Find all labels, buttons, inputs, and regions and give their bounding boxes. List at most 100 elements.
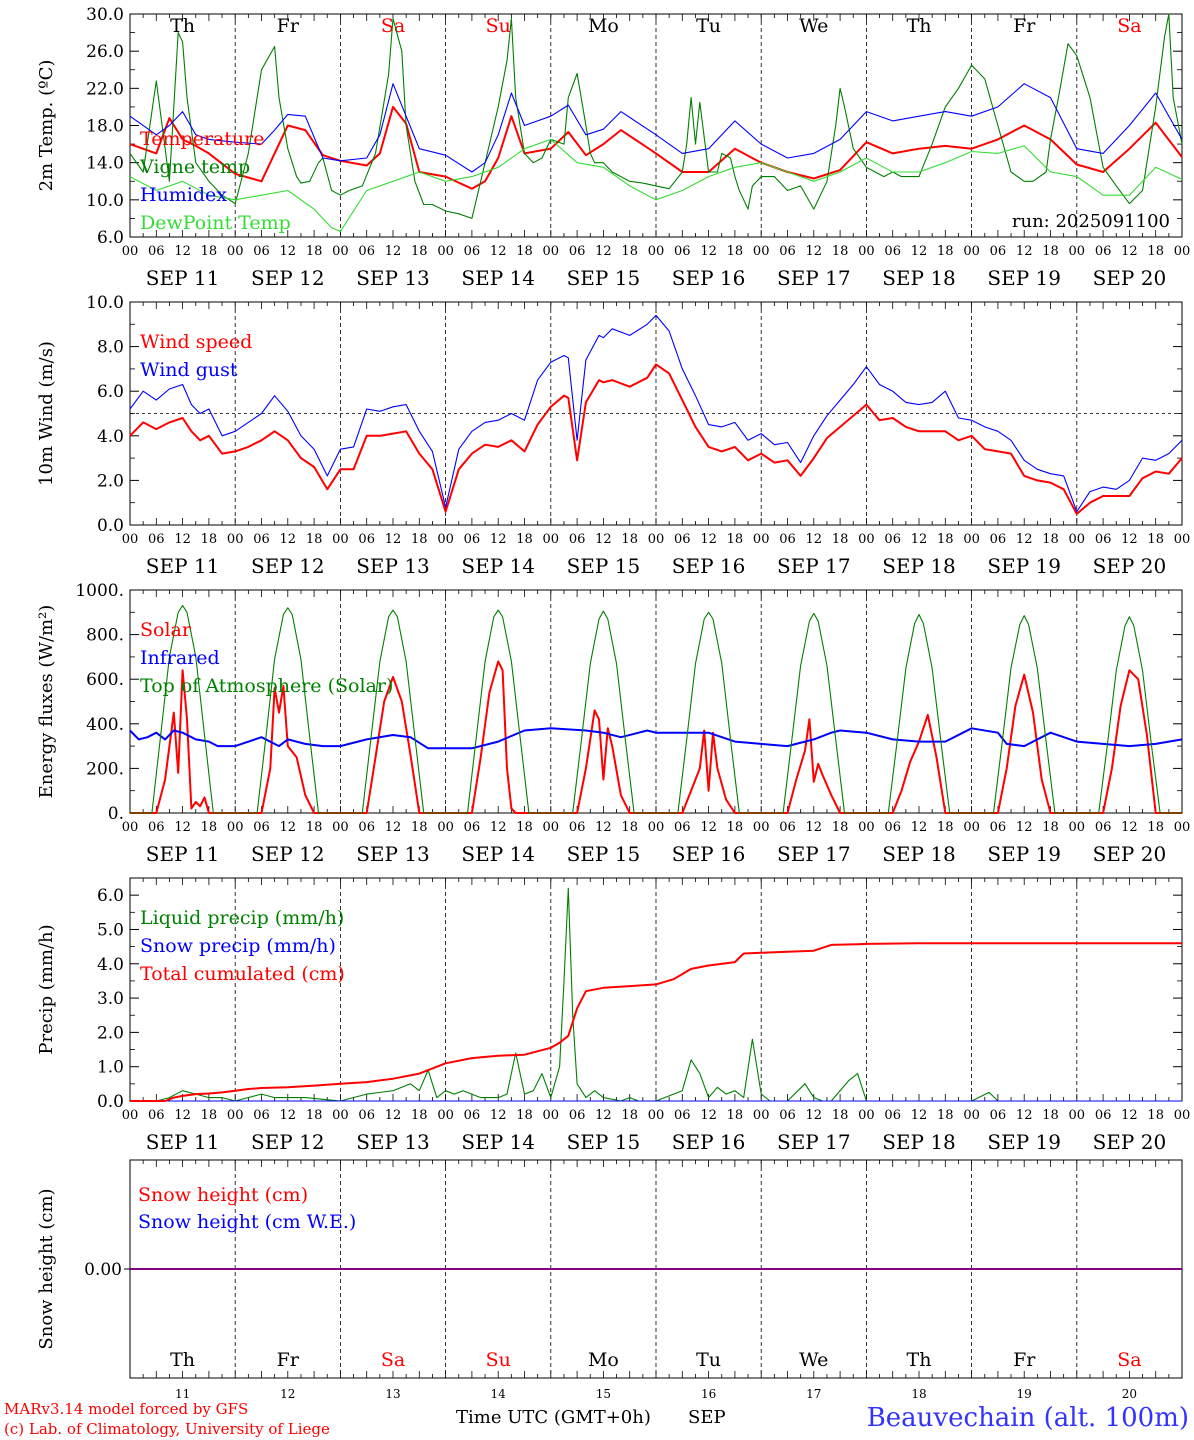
hour-tick-label: 00 [1174,820,1191,835]
y-tick-label: 2.0 [97,1023,124,1043]
hour-tick-label: 00 [543,1108,560,1123]
hour-tick-label: 12 [1121,532,1138,547]
legend-entry: Snow height (cm) [138,1184,308,1206]
hour-tick-label: 06 [253,244,270,259]
y-tick-label: 1.0 [97,1058,124,1078]
date-label: SEP 12 [251,1130,325,1154]
hour-tick-label: 00 [963,532,980,547]
hour-tick-label: 06 [990,820,1007,835]
legend-entry: Snow height (cm W.E.) [138,1211,356,1233]
series-line-top-of-atmosphere-solar [130,605,1182,814]
hour-tick-label: 00 [122,532,139,547]
date-label: SEP 13 [356,266,430,290]
weekday-label: Su [486,1349,511,1371]
y-tick-label: 6.0 [97,228,124,248]
day-number-label: 12 [280,1387,295,1401]
hour-tick-label: 00 [332,820,349,835]
hour-tick-label: 06 [674,532,691,547]
y-tick-label: 18.0 [86,117,124,137]
hour-tick-label: 06 [884,532,901,547]
hour-tick-label: 18 [832,1108,849,1123]
hour-tick-label: 00 [648,820,665,835]
day-number-label: 18 [911,1387,926,1401]
hour-tick-label: 00 [437,820,454,835]
hour-tick-label: 18 [937,820,954,835]
date-label: SEP 20 [1093,1130,1167,1154]
hour-tick-label: 00 [543,820,560,835]
legend-entry: Total cumulated (cm) [140,963,345,985]
weekday-label: We [799,1349,828,1371]
hour-tick-label: 00 [332,532,349,547]
legend-entry: Infrared [140,647,220,669]
weekday-label: Th [907,1349,932,1371]
y-tick-label: 22.0 [86,79,124,99]
hour-tick-label: 00 [122,1108,139,1123]
date-label: SEP 11 [146,554,220,578]
legend-entry: Humidex [140,184,227,206]
hour-tick-label: 06 [464,532,481,547]
hour-tick-label: 06 [674,820,691,835]
hour-tick-label: 06 [779,532,796,547]
credit-line-1: MARv3.14 model forced by GFS [4,1400,248,1418]
hour-tick-label: 12 [385,820,402,835]
date-label: SEP 13 [356,842,430,866]
wind-panel: 0.0 2.0 4.0 6.0 8.0 10.0 10m Wind (m/s) 00 06 12 1… [36,293,1190,578]
hour-tick-label: 18 [201,820,218,835]
hour-tick-label: 00 [753,1108,770,1123]
day-number-label: 15 [596,1387,611,1401]
hour-tick-label: 00 [753,532,770,547]
hour-tick-label: 00 [648,244,665,259]
y-tick-label: 800. [86,626,124,646]
series-line-wind-gust [129,314,1183,513]
hour-tick-label: 18 [306,532,323,547]
hour-tick-label: 00 [1174,1108,1191,1123]
hour-tick-label: 18 [832,820,849,835]
date-label: SEP 16 [672,842,746,866]
y-tick-label: 14.0 [86,154,124,174]
hour-tick-label: 18 [1042,820,1059,835]
date-label: SEP 17 [777,266,851,290]
hour-tick-label: 00 [858,820,875,835]
hour-tick-label: 18 [1042,1108,1059,1123]
date-label: SEP 19 [987,842,1061,866]
date-label: SEP 11 [146,1130,220,1154]
weekday-label: Fr [277,1349,300,1371]
hour-tick-label: 12 [490,820,507,835]
y-tick-label: 0. [108,804,124,824]
hour-tick-label: 06 [779,820,796,835]
date-label: SEP 13 [356,1130,430,1154]
day-number-label: 13 [385,1387,400,1401]
y-tick-label: 8.0 [97,338,124,358]
hour-tick-label: 18 [1147,820,1164,835]
hour-tick-label: 18 [832,532,849,547]
weekday-label: Tu [696,1349,721,1371]
hour-tick-label: 06 [1095,532,1112,547]
hour-tick-label: 18 [411,1108,428,1123]
day-number-label: 11 [175,1387,190,1401]
hour-tick-label: 12 [174,820,191,835]
hour-tick-label: 12 [174,1108,191,1123]
hour-tick-label: 06 [253,820,270,835]
y-tick-label: 10.0 [86,191,124,211]
series-line-wind-speed [129,363,1183,515]
hour-tick-label: 00 [437,244,454,259]
hour-tick-label: 12 [280,532,297,547]
hour-tick-label: 18 [937,1108,954,1123]
legend-entry: Temperature [140,128,264,150]
hour-tick-label: 18 [201,244,218,259]
y-tick-label: 1000. [75,581,124,601]
energy-panel: 0. 200. 400. 600. 800. 1000. Energy fluxes (W/… [36,581,1190,866]
hour-tick-label: 06 [884,244,901,259]
date-label: SEP 20 [1093,266,1167,290]
hour-tick-label: 12 [911,820,928,835]
wind-ylabel: 10m Wind (m/s) [36,341,57,486]
hour-tick-label: 18 [1147,532,1164,547]
date-label: SEP 12 [251,266,325,290]
y-tick-label: 3.0 [97,989,124,1009]
y-tick-label: 10.0 [86,293,124,313]
hour-tick-label: 12 [911,244,928,259]
weekday-label: Mo [588,1349,619,1371]
hour-tick-label: 18 [727,820,744,835]
weekday-label: Th [170,1349,195,1371]
